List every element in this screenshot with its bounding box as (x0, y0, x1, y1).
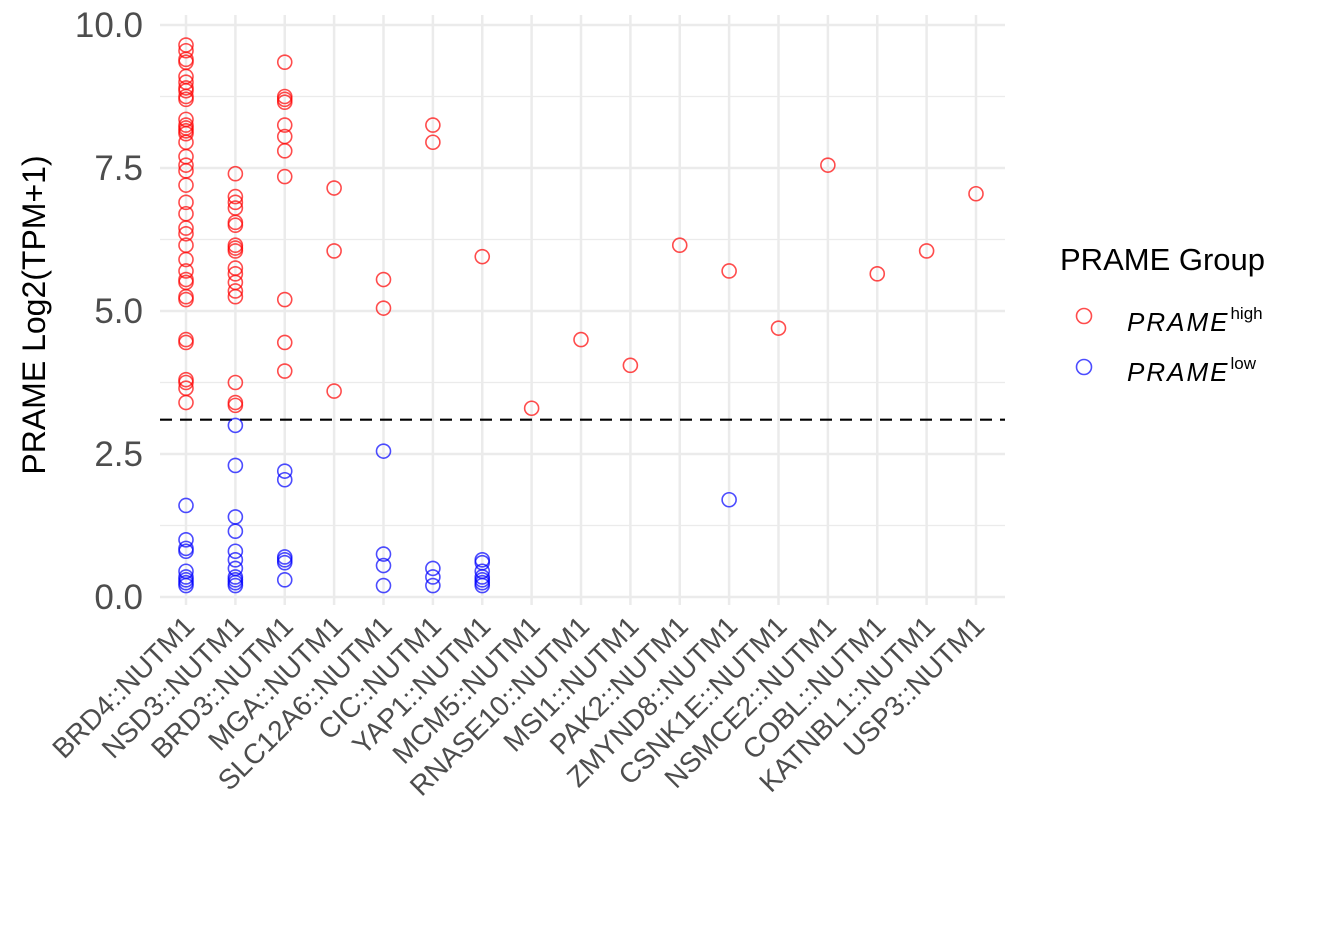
point-prame-low (276, 471, 293, 488)
point-prame-high (276, 168, 293, 185)
point-prame-high (425, 117, 441, 133)
major-gridlines (160, 15, 1005, 605)
point-prame-high (227, 374, 244, 391)
point-prame-high (178, 394, 194, 411)
point-prame-high (178, 334, 194, 351)
legend-label-high: PRAMEhigh (1127, 304, 1263, 337)
point-prame-high (178, 374, 194, 391)
point-prame-high (375, 300, 392, 316)
point-prame-low (178, 497, 194, 514)
point-prame-high (375, 271, 392, 288)
point-prame-high (178, 125, 194, 142)
point-prame-high (178, 291, 194, 308)
point-prame-high (227, 266, 244, 282)
y-tick-label: 0.0 (94, 578, 143, 617)
legend-key-high (1075, 307, 1093, 325)
point-prame-high (178, 42, 194, 59)
y-axis-title: PRAME Log2(TPM+1) (16, 155, 52, 474)
point-prame-low (375, 577, 392, 594)
point-prame-high (227, 165, 244, 182)
point-prame-high (573, 331, 589, 348)
point-prame-high (227, 188, 244, 205)
point-prame-high (721, 263, 737, 279)
y-axis-ticks: 0.0 2.5 5.0 7.5 10.0 (75, 6, 143, 617)
point-prame-high (474, 248, 491, 265)
y-tick-label: 7.5 (94, 149, 143, 188)
minor-gridlines (160, 95, 1005, 527)
point-prame-high (178, 263, 194, 279)
point-prame-high (178, 157, 194, 173)
point-prame-high (227, 194, 244, 211)
point-prame-low (425, 560, 441, 577)
point-prame-high (227, 243, 244, 259)
point-prame-low (375, 546, 392, 562)
point-prame-high (276, 291, 293, 308)
point-prame-high (178, 251, 194, 268)
point-prame-high (523, 400, 540, 417)
point-prame-low (375, 443, 392, 459)
x-axis-ticks: BRD4::NUTM1NSD3::NUTM1BRD3::NUTM1MGA::NU… (46, 610, 990, 801)
point-prame-low (425, 577, 441, 594)
point-prame-low (227, 577, 244, 594)
point-prame-high (178, 82, 194, 99)
legend-item-high: PRAMEhigh (1075, 304, 1263, 337)
y-tick-label: 5.0 (94, 292, 143, 331)
point-prame-high (178, 220, 194, 236)
point-prame-low (227, 543, 244, 560)
point-prame-high (869, 266, 886, 282)
point-prame-high (276, 94, 293, 111)
point-prame-low (375, 557, 392, 574)
point-prame-high (227, 283, 244, 299)
legend: PRAME Group PRAMEhigh PRAMElow (1060, 242, 1265, 387)
point-prame-low (474, 577, 491, 594)
point-prame-high (178, 194, 194, 211)
point-prame-high (326, 243, 342, 259)
y-tick-label: 10.0 (75, 6, 143, 45)
point-prame-high (276, 54, 293, 70)
point-prame-low (425, 569, 441, 585)
point-prame-high (227, 397, 244, 414)
point-prame-high (820, 157, 836, 173)
point-prame-high (770, 320, 787, 336)
point-prame-high (326, 383, 342, 399)
point-prame-low (276, 572, 293, 588)
point-prame-low (178, 531, 194, 548)
point-prame-high (671, 237, 688, 254)
point-prame-high (276, 334, 293, 351)
point-prame-high (178, 91, 194, 108)
point-prame-low (276, 554, 293, 571)
data-points (178, 37, 984, 594)
point-prame-low (721, 491, 737, 508)
point-prame-high (968, 185, 984, 202)
point-prame-high (227, 217, 244, 233)
point-prame-high (276, 363, 293, 379)
point-prame-high (918, 243, 935, 259)
point-prame-low (227, 523, 244, 540)
legend-title: PRAME Group (1060, 242, 1265, 277)
legend-item-low: PRAMElow (1075, 354, 1257, 387)
legend-key-low (1075, 358, 1093, 376)
point-prame-high (178, 225, 194, 242)
point-prame-high (276, 143, 293, 159)
point-prame-high (276, 117, 293, 133)
point-prame-low (276, 463, 293, 479)
point-prame-low (227, 457, 244, 474)
point-prame-high (227, 288, 244, 305)
point-prame-low (227, 552, 244, 568)
legend-label-low: PRAMElow (1127, 354, 1257, 387)
point-prame-low (227, 417, 244, 434)
point-prame-high (425, 134, 441, 151)
point-prame-low (178, 543, 194, 560)
point-prame-high (178, 177, 194, 193)
point-prame-high (622, 357, 639, 374)
point-prame-high (326, 180, 342, 196)
y-tick-label: 2.5 (94, 435, 143, 474)
point-prame-low (178, 577, 194, 594)
